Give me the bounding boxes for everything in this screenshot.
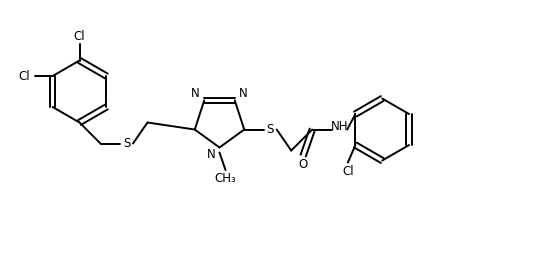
- Text: O: O: [299, 158, 308, 171]
- Text: S: S: [123, 137, 130, 150]
- Text: N: N: [239, 87, 248, 101]
- Text: Cl: Cl: [19, 69, 30, 82]
- Text: Cl: Cl: [342, 164, 353, 177]
- Text: NH: NH: [331, 120, 348, 133]
- Text: Cl: Cl: [74, 31, 85, 44]
- Text: N: N: [207, 148, 216, 162]
- Text: CH₃: CH₃: [214, 172, 237, 185]
- Text: N: N: [191, 87, 200, 101]
- Text: S: S: [266, 123, 274, 136]
